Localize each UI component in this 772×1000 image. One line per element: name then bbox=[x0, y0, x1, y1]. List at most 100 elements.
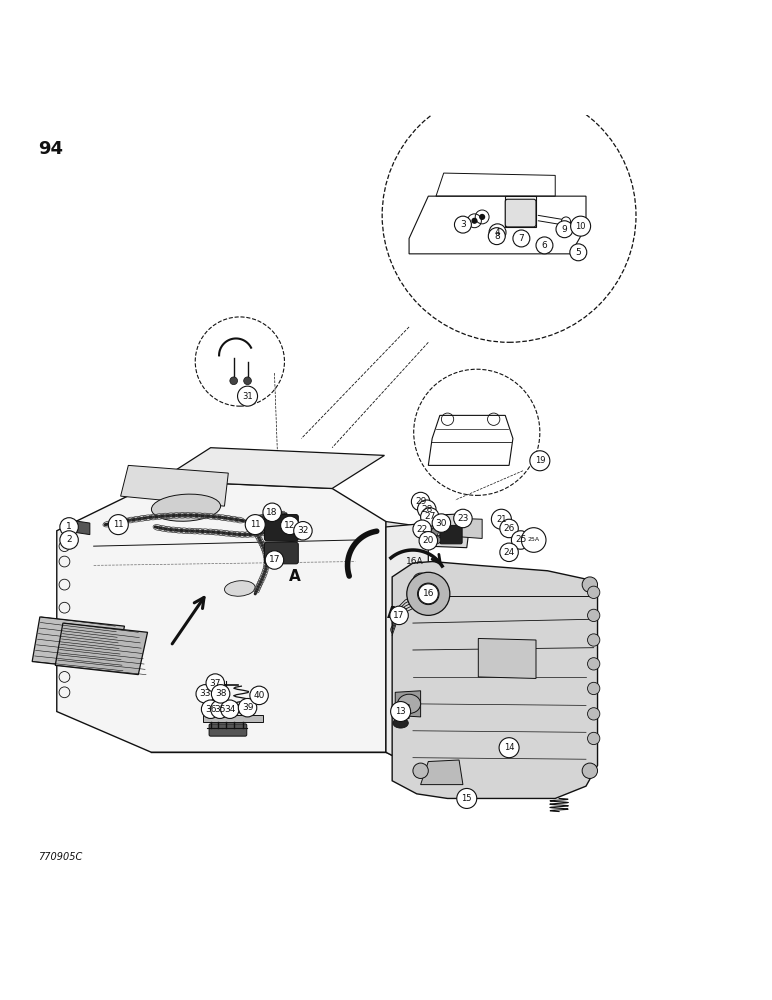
FancyBboxPatch shape bbox=[505, 199, 536, 227]
Text: 40: 40 bbox=[253, 691, 265, 700]
Text: A: A bbox=[387, 606, 399, 621]
Polygon shape bbox=[395, 691, 421, 717]
Circle shape bbox=[472, 218, 478, 224]
Text: 11: 11 bbox=[250, 520, 260, 529]
Circle shape bbox=[196, 685, 215, 703]
Circle shape bbox=[413, 520, 432, 538]
Polygon shape bbox=[159, 448, 384, 488]
Text: 38: 38 bbox=[215, 689, 226, 698]
Text: 13: 13 bbox=[395, 707, 406, 716]
Circle shape bbox=[513, 230, 530, 247]
Text: 9: 9 bbox=[561, 225, 567, 234]
Text: A: A bbox=[290, 569, 301, 584]
Text: 22: 22 bbox=[417, 525, 428, 534]
Circle shape bbox=[499, 543, 518, 562]
Circle shape bbox=[418, 584, 438, 604]
Text: 1: 1 bbox=[66, 522, 72, 531]
Text: 5: 5 bbox=[575, 248, 581, 257]
Text: 94: 94 bbox=[39, 140, 63, 158]
Circle shape bbox=[587, 708, 600, 720]
Text: 16A: 16A bbox=[406, 557, 424, 566]
Text: 2: 2 bbox=[66, 535, 72, 544]
Text: 23: 23 bbox=[457, 514, 469, 523]
FancyBboxPatch shape bbox=[265, 542, 298, 564]
Polygon shape bbox=[57, 481, 386, 752]
Text: 34: 34 bbox=[224, 705, 235, 714]
Polygon shape bbox=[203, 715, 263, 722]
Ellipse shape bbox=[151, 494, 221, 521]
Circle shape bbox=[263, 503, 281, 522]
Polygon shape bbox=[479, 638, 536, 678]
Circle shape bbox=[407, 572, 450, 615]
Text: 19: 19 bbox=[534, 456, 545, 465]
Text: 17: 17 bbox=[269, 555, 280, 564]
Polygon shape bbox=[427, 514, 469, 548]
Polygon shape bbox=[32, 617, 124, 671]
Circle shape bbox=[582, 577, 598, 592]
Circle shape bbox=[390, 606, 408, 625]
Circle shape bbox=[108, 515, 128, 535]
Text: 27: 27 bbox=[424, 512, 435, 521]
Circle shape bbox=[250, 686, 269, 705]
FancyBboxPatch shape bbox=[440, 525, 462, 544]
Text: 10: 10 bbox=[575, 222, 586, 231]
Circle shape bbox=[431, 528, 438, 536]
Circle shape bbox=[201, 700, 220, 718]
Circle shape bbox=[413, 573, 428, 588]
Text: 25: 25 bbox=[515, 535, 527, 544]
Circle shape bbox=[419, 532, 438, 550]
Text: 11: 11 bbox=[113, 520, 124, 529]
Polygon shape bbox=[392, 705, 409, 718]
Text: 26: 26 bbox=[503, 524, 515, 533]
Circle shape bbox=[432, 514, 451, 532]
Circle shape bbox=[60, 531, 78, 549]
Circle shape bbox=[428, 521, 436, 528]
Circle shape bbox=[418, 500, 436, 518]
Circle shape bbox=[587, 732, 600, 745]
FancyBboxPatch shape bbox=[265, 515, 298, 541]
Circle shape bbox=[499, 738, 519, 758]
Circle shape bbox=[239, 698, 257, 717]
Text: 4: 4 bbox=[495, 228, 500, 237]
Circle shape bbox=[521, 528, 546, 552]
Polygon shape bbox=[65, 519, 90, 535]
Circle shape bbox=[244, 377, 252, 385]
Circle shape bbox=[499, 519, 518, 538]
Circle shape bbox=[230, 377, 238, 385]
Circle shape bbox=[582, 763, 598, 778]
Circle shape bbox=[266, 551, 283, 569]
Circle shape bbox=[60, 518, 78, 536]
Text: 18: 18 bbox=[266, 508, 278, 517]
Text: 14: 14 bbox=[504, 743, 514, 752]
Text: 37: 37 bbox=[209, 679, 221, 688]
Polygon shape bbox=[462, 518, 482, 538]
Circle shape bbox=[454, 509, 472, 528]
Text: 8: 8 bbox=[494, 232, 499, 241]
Circle shape bbox=[587, 682, 600, 695]
Text: 24: 24 bbox=[503, 548, 515, 557]
Circle shape bbox=[571, 216, 591, 236]
Polygon shape bbox=[56, 623, 147, 675]
Text: 30: 30 bbox=[435, 519, 447, 528]
Text: 31: 31 bbox=[242, 392, 253, 401]
Text: 3: 3 bbox=[460, 220, 466, 229]
Circle shape bbox=[411, 492, 430, 511]
Polygon shape bbox=[392, 562, 598, 798]
Text: 21: 21 bbox=[496, 515, 506, 524]
Circle shape bbox=[587, 586, 600, 598]
Text: 17: 17 bbox=[393, 611, 405, 620]
Circle shape bbox=[530, 451, 550, 471]
Circle shape bbox=[418, 583, 439, 605]
Circle shape bbox=[421, 512, 428, 519]
Circle shape bbox=[433, 536, 441, 544]
Circle shape bbox=[421, 500, 428, 508]
Circle shape bbox=[587, 609, 600, 622]
Circle shape bbox=[413, 763, 428, 778]
Text: 7: 7 bbox=[519, 234, 524, 243]
Circle shape bbox=[536, 237, 553, 254]
Circle shape bbox=[391, 702, 411, 722]
Text: 35: 35 bbox=[214, 705, 225, 714]
Text: 36: 36 bbox=[205, 705, 216, 714]
Polygon shape bbox=[386, 522, 425, 773]
Text: 20: 20 bbox=[422, 536, 434, 545]
